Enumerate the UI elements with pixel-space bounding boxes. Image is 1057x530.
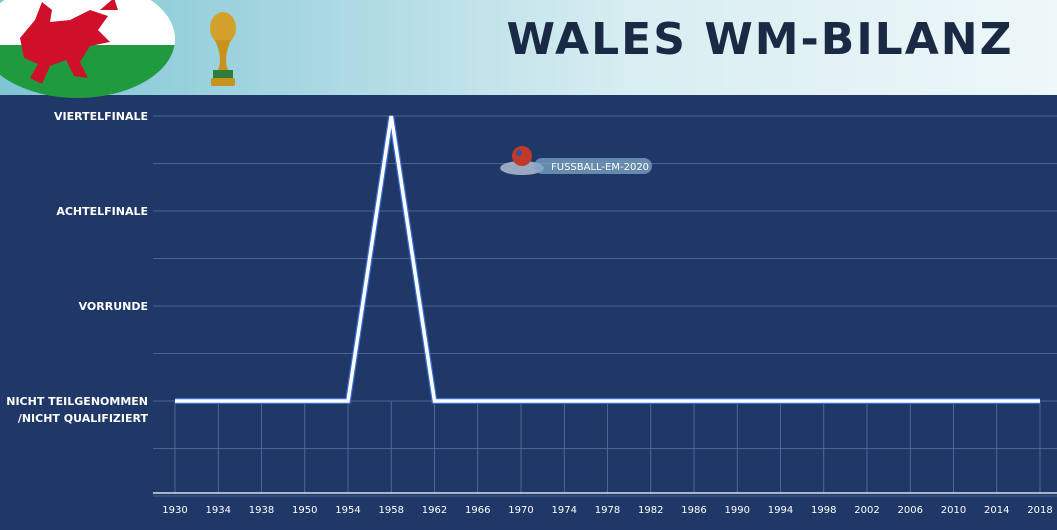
x-tick-label: 2010	[941, 505, 966, 516]
x-tick-label: 1978	[595, 505, 620, 516]
x-tick-label: 2014	[984, 505, 1009, 516]
x-tick-label: 1982	[638, 505, 663, 516]
y-tick-label: /NICHT QUALIFIZIERT	[18, 412, 149, 425]
x-tick-label: 1934	[206, 505, 231, 516]
y-tick-label: VIERTELFINALE	[54, 110, 148, 123]
chart-title: WALES WM-BILANZ	[500, 8, 1020, 72]
wales-flag-icon	[0, 0, 175, 98]
x-tick-label: 1938	[249, 505, 274, 516]
chart-header: WALES WM-BILANZ	[0, 0, 1057, 95]
x-tick-label: 1990	[725, 505, 750, 516]
x-tick-label: 1930	[162, 505, 187, 516]
ball-icon	[512, 146, 532, 166]
x-tick-label: 1950	[292, 505, 317, 516]
x-tick-label: 1998	[811, 505, 836, 516]
x-tick-label: 2002	[854, 505, 879, 516]
dragon-icon	[0, 0, 175, 98]
watermark-text: FUSSBALL-EM-2020	[551, 162, 649, 173]
y-tick-label: VORRUNDE	[79, 300, 148, 313]
x-tick-label: 2018	[1027, 505, 1052, 516]
x-tick-label: 2006	[898, 505, 923, 516]
x-tick-label: 1986	[681, 505, 706, 516]
y-tick-label: ACHTELFINALE	[56, 205, 148, 218]
watermark: FUSSBALL-EM-2020	[498, 140, 654, 178]
world-cup-trophy-icon	[205, 8, 241, 90]
x-tick-label: 1958	[379, 505, 404, 516]
x-tick-label: 1970	[508, 505, 533, 516]
x-tick-label: 1994	[768, 505, 793, 516]
x-tick-label: 1962	[422, 505, 447, 516]
x-tick-label: 1954	[335, 505, 360, 516]
y-tick-label: NICHT TEILGENOMMEN	[6, 395, 148, 408]
x-tick-label: 1966	[465, 505, 490, 516]
x-tick-label: 1974	[552, 505, 577, 516]
